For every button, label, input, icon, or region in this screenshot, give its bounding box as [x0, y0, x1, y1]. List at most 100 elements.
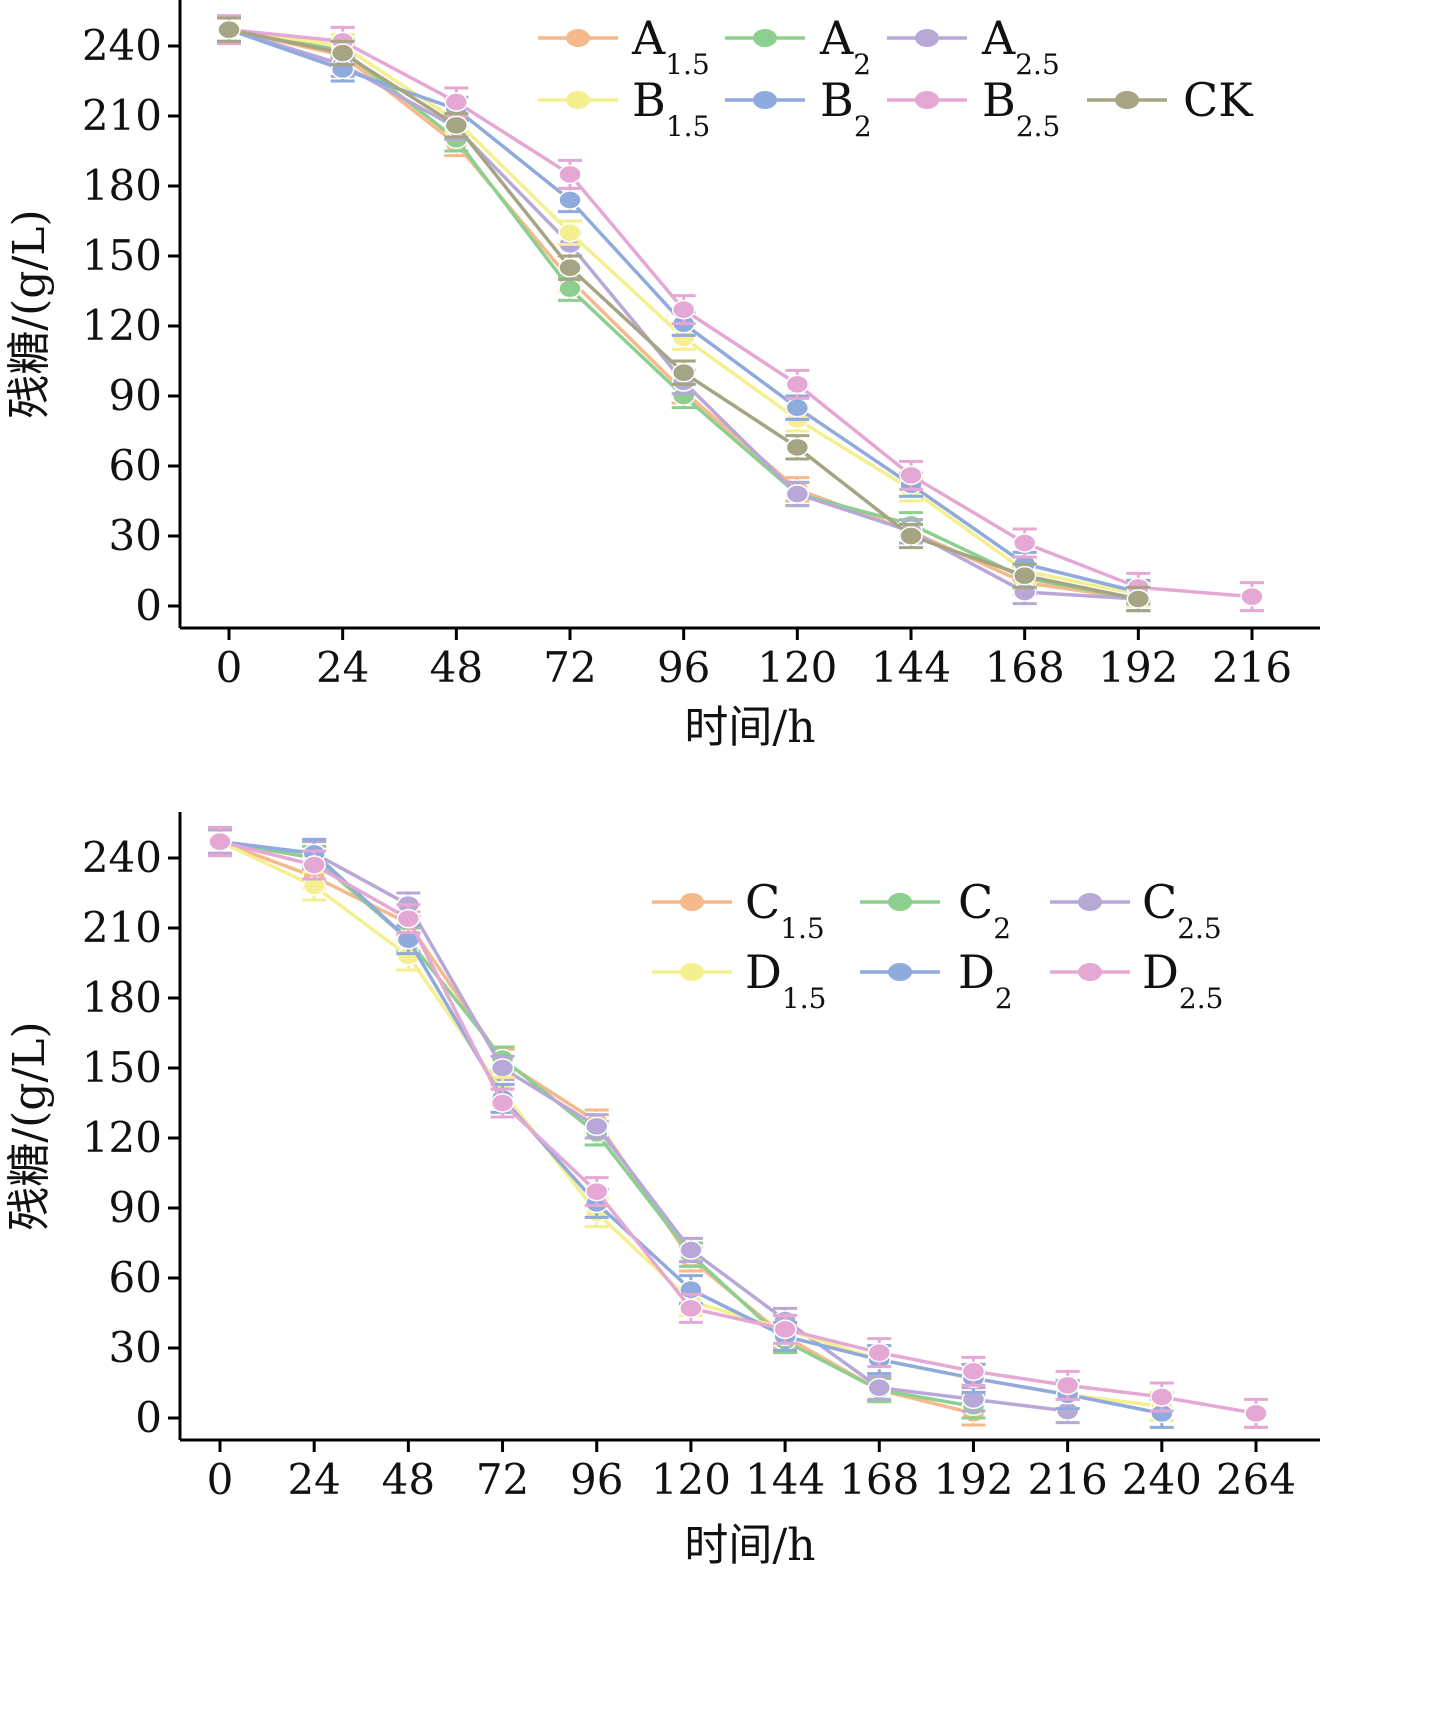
x-tick-label: 120 [757, 643, 837, 692]
legend-label-main: A [819, 11, 854, 65]
y-tick-label: 60 [109, 441, 162, 490]
data-point [558, 257, 582, 278]
legend-item: B2.5 [887, 73, 1060, 143]
data-point [961, 1361, 986, 1382]
data-point [1150, 1387, 1174, 1407]
x-tick-label: 240 [1122, 1455, 1202, 1504]
data-point [558, 222, 582, 243]
series-D2 [208, 826, 1174, 1429]
x-tick-label: 216 [1028, 1455, 1108, 1504]
y-tick-label: 90 [109, 1183, 162, 1232]
x-tick-label: 120 [651, 1455, 731, 1504]
y-tick-label: 0 [135, 581, 162, 630]
data-point [444, 92, 469, 112]
y-tick-label: 0 [135, 1393, 162, 1442]
legend-swatch-marker [915, 91, 939, 109]
legend-swatch-marker [915, 29, 939, 47]
series-line [228, 27, 1253, 599]
legend-label: D1.5 [745, 945, 826, 1015]
legend-swatch-marker [753, 29, 777, 47]
panel-2: 0 30 60 90 120 150 180 210 240 0 24 48 72 96 120 144 168… [4, 812, 1320, 1571]
x-tick-label: 168 [985, 643, 1065, 692]
legend-label-subscript: 2 [854, 110, 872, 143]
legend-label: A2 [819, 11, 871, 81]
legend-item: C2.5 [1050, 875, 1222, 945]
legend-item: C1.5 [652, 875, 825, 945]
y-tick-label: 180 [82, 161, 162, 210]
legend-label-main: B [982, 73, 1016, 127]
legend-item: D2 [860, 945, 1013, 1015]
legend-label-main: A [631, 11, 666, 65]
legend-label-subscript: 1.5 [782, 982, 827, 1015]
y-tick-label: 30 [109, 511, 162, 560]
legend-swatch-marker [888, 963, 912, 981]
data-point [302, 855, 326, 875]
legend-item: C2 [860, 875, 1011, 945]
legend-label-subscript: 2 [993, 912, 1011, 945]
legend-item: B1.5 [538, 73, 710, 143]
legend-item: A2.5 [887, 11, 1060, 81]
legend-label-subscript: 1.5 [780, 912, 825, 945]
legend-swatch-marker [1078, 963, 1102, 981]
legend-label-subscript: 2.5 [1015, 48, 1060, 81]
legend-label: A1.5 [631, 11, 710, 81]
legend-label: D2.5 [1142, 945, 1223, 1015]
y-tick-label: 120 [82, 1113, 162, 1162]
data-point [490, 1093, 515, 1113]
x-tick-label: 192 [1098, 643, 1178, 692]
data-point [558, 164, 582, 185]
legend-label: C2.5 [1142, 875, 1222, 945]
legend-swatch-marker [753, 91, 777, 109]
legend-item: D1.5 [652, 945, 826, 1015]
legend-label: C2 [958, 875, 1011, 945]
data-point [490, 1058, 515, 1078]
data-point [867, 1377, 892, 1398]
data-point [396, 908, 421, 929]
series-B2.5 [217, 14, 1264, 613]
legend-item: B2 [725, 73, 872, 143]
data-point [1055, 1375, 1080, 1396]
series-line [219, 839, 1257, 1416]
legend-label-main: D [1142, 945, 1179, 999]
legend-label-subscript: 2.5 [1177, 912, 1222, 945]
legend-label-main: A [981, 11, 1016, 65]
data-point [867, 1342, 892, 1363]
legend-label-main: B [632, 73, 666, 127]
data-point [785, 437, 810, 458]
x-tick-label: 96 [657, 643, 710, 692]
x-tick-label: 48 [430, 643, 483, 692]
legend-swatch-marker [888, 893, 912, 911]
legend-label: C1.5 [745, 875, 825, 945]
legend-swatch-marker [1115, 91, 1139, 109]
legend-label: CK [1183, 73, 1254, 127]
y-tick-label: 150 [82, 1043, 162, 1092]
series-line [219, 839, 1163, 1416]
legend-item: A1.5 [538, 11, 710, 81]
legend-label-main: C [958, 875, 993, 929]
y-tick-label: 210 [82, 91, 162, 140]
x-axis-label: 时间/h [684, 702, 815, 753]
legend-item: D2.5 [1050, 945, 1223, 1015]
legend-label-subscript: 2 [853, 48, 871, 81]
x-tick-label: 264 [1216, 1455, 1296, 1504]
series-CK [217, 16, 1151, 613]
legend-label: B1.5 [632, 73, 710, 143]
y-tick-label: 180 [82, 973, 162, 1022]
legend-label-subscript: 2.5 [1016, 110, 1061, 143]
legend-swatch-marker [1078, 893, 1102, 911]
y-tick-label: 240 [82, 21, 162, 70]
x-tick-label: 144 [871, 643, 951, 692]
legend-swatch-marker [566, 29, 590, 47]
data-point [584, 1116, 609, 1137]
series-D2.5 [208, 826, 1268, 1429]
x-tick-label: 0 [207, 1455, 234, 1504]
legend-item: A2 [725, 11, 871, 81]
y-tick-label: 210 [82, 903, 162, 952]
legend-label-subscript: 1.5 [665, 48, 710, 81]
data-point [1244, 1403, 1268, 1424]
x-tick-label: 216 [1212, 643, 1292, 692]
legend-label-main: D [958, 945, 995, 999]
y-axis-label: 残糖/(g/L) [4, 209, 55, 418]
legend-label: B2 [820, 73, 872, 143]
y-tick-label: 60 [109, 1253, 162, 1302]
